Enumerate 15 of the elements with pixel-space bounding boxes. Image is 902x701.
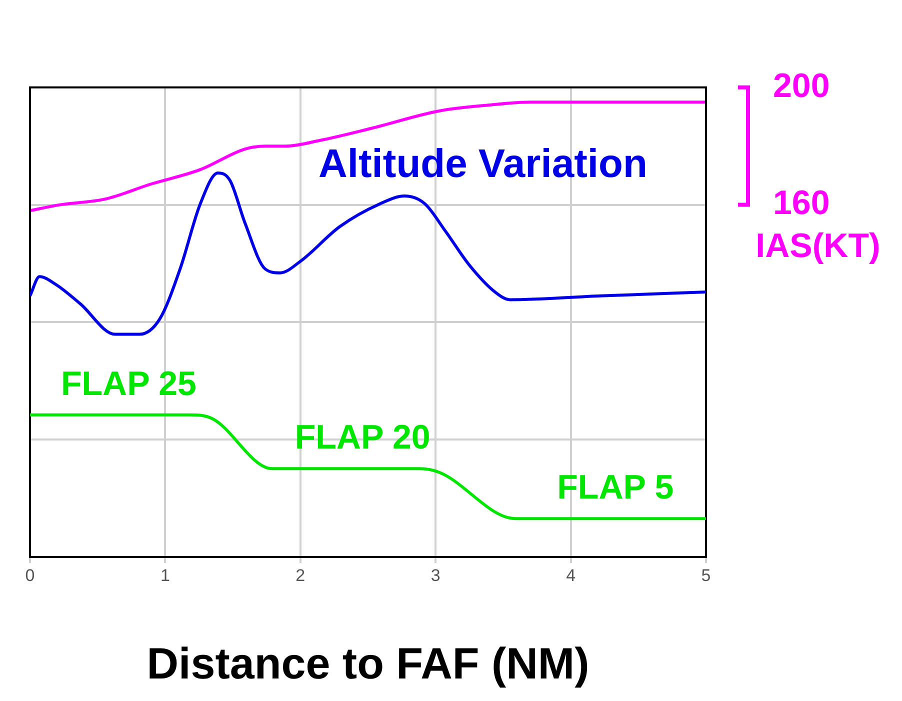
x-axis-title: Distance to FAF (NM) (146, 640, 590, 689)
line-series (30, 100, 706, 212)
x-tick-label: 4 (566, 566, 576, 585)
x-tick-label: 2 (296, 566, 306, 585)
annotation: FLAP 5 (557, 468, 674, 507)
x-tick-label: 5 (701, 566, 711, 585)
x-tick-label: 1 (160, 566, 170, 585)
x-tick-label: 0 (25, 566, 35, 585)
y-tick-label: 200 (773, 66, 830, 105)
series-label: Altitude Variation (318, 142, 648, 186)
annotation: FLAP 20 (294, 418, 430, 457)
annotation: FLAP 25 (60, 364, 196, 403)
y-tick-label: 160 (773, 184, 830, 222)
y-axis-title: IAS(KT) (756, 227, 880, 265)
x-tick-label: 3 (430, 566, 440, 585)
